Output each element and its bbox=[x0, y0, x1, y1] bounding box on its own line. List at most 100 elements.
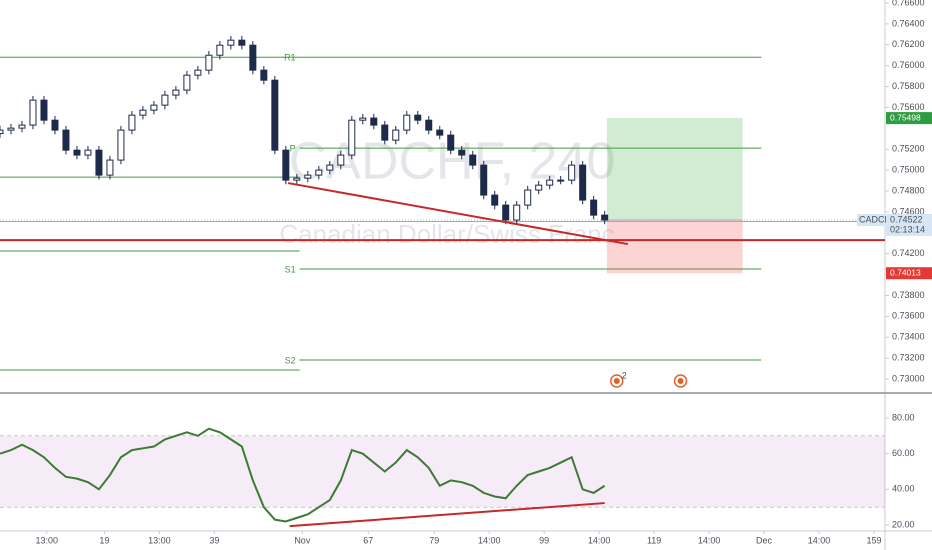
target-tag: 0.75498 bbox=[890, 112, 921, 122]
candle-body bbox=[513, 204, 521, 221]
candle-body bbox=[128, 114, 136, 131]
y-tick-label: 0.73200 bbox=[892, 352, 925, 362]
y-tick-label: 20.00 bbox=[892, 519, 915, 529]
y-tick-label: 0.76600 bbox=[892, 0, 925, 7]
rsi-band bbox=[0, 435, 885, 508]
candle-body bbox=[40, 99, 48, 121]
y-tick-label: 0.73800 bbox=[892, 290, 925, 300]
pivot-label: S1 bbox=[285, 264, 296, 274]
last-price-box bbox=[886, 214, 932, 237]
x-tick-label: 13:00 bbox=[35, 535, 58, 545]
x-tick-label: 14:00 bbox=[698, 535, 721, 545]
candle-body bbox=[51, 119, 59, 131]
x-tick-label: 14:00 bbox=[588, 535, 611, 545]
candle-body bbox=[106, 159, 114, 176]
candle-body bbox=[117, 129, 125, 161]
candle-body bbox=[95, 149, 103, 176]
stop-tag-box bbox=[886, 267, 932, 280]
pivot-label: S2 bbox=[285, 355, 296, 365]
candle-body bbox=[161, 94, 169, 106]
symbol-tag-name: CADCHF bbox=[859, 214, 897, 224]
rsi-trend-line bbox=[289, 502, 605, 528]
candle-body bbox=[590, 199, 598, 216]
candle-body bbox=[271, 79, 279, 151]
event-icon-core bbox=[613, 378, 620, 384]
x-tick-label: Dec bbox=[756, 535, 773, 545]
target-tag-box bbox=[886, 112, 932, 125]
stop-tag: 0.74013 bbox=[890, 267, 921, 277]
candle-body bbox=[392, 129, 400, 141]
y-tick-label: 80.00 bbox=[892, 412, 915, 422]
trend-line bbox=[287, 182, 628, 246]
symbol-tag-box bbox=[857, 214, 885, 227]
y-tick-label: 0.73400 bbox=[892, 332, 925, 342]
candle-body bbox=[293, 177, 301, 181]
candle-body bbox=[249, 44, 257, 71]
candle-body bbox=[579, 164, 587, 201]
candle-body bbox=[414, 114, 422, 121]
candle-body bbox=[304, 174, 312, 179]
candle-body bbox=[337, 154, 345, 166]
y-tick-label: 0.74600 bbox=[892, 206, 925, 216]
candle-body bbox=[447, 134, 455, 151]
candle-body bbox=[524, 189, 532, 206]
x-tick-label: 99 bbox=[539, 535, 549, 545]
candle-body bbox=[7, 127, 15, 131]
candle-body bbox=[62, 129, 70, 151]
y-tick-label: 0.76000 bbox=[892, 60, 925, 70]
y-tick-label: 0.76200 bbox=[892, 39, 925, 49]
candle-body bbox=[370, 117, 378, 126]
candle-body bbox=[29, 99, 37, 126]
x-tick-label: 159 bbox=[866, 535, 881, 545]
profit-zone bbox=[606, 118, 743, 221]
x-tick-label: 13:00 bbox=[148, 535, 171, 545]
x-tick-label: 119 bbox=[647, 535, 661, 545]
y-tick-label: 0.74800 bbox=[892, 185, 925, 195]
candle-body bbox=[0, 129, 4, 135]
candle-body bbox=[425, 119, 433, 131]
y-tick-label: 40.00 bbox=[892, 484, 915, 494]
pivot-label: P bbox=[290, 143, 296, 153]
candle-body bbox=[403, 114, 411, 131]
candle-body bbox=[73, 149, 81, 156]
y-tick-label: 60.00 bbox=[892, 448, 915, 458]
y-tick-label: 0.73600 bbox=[892, 311, 925, 321]
x-tick-label: 79 bbox=[429, 535, 439, 545]
candle-body bbox=[535, 184, 543, 191]
candle-body bbox=[568, 164, 576, 181]
rsi-line bbox=[0, 427, 606, 523]
candle-body bbox=[557, 179, 565, 182]
x-tick-label: 14:00 bbox=[478, 535, 501, 545]
candle-body bbox=[326, 164, 334, 171]
x-tick-label: Nov bbox=[294, 535, 311, 545]
watermark-name: Canadian Dollar/Swiss Franc bbox=[279, 219, 614, 249]
candle-body bbox=[480, 164, 488, 196]
candle-body bbox=[194, 69, 202, 76]
candle-body bbox=[238, 39, 246, 46]
y-tick-label: 0.74200 bbox=[892, 248, 925, 258]
x-tick-label: 19 bbox=[99, 535, 109, 545]
candle-body bbox=[150, 104, 158, 111]
candle-body bbox=[502, 204, 510, 221]
y-tick-label: 0.75000 bbox=[892, 164, 925, 174]
candle-body bbox=[227, 39, 235, 46]
candle-body bbox=[469, 154, 477, 166]
candle-body bbox=[315, 169, 323, 176]
candle-body bbox=[205, 54, 213, 71]
x-tick-label: 67 bbox=[363, 535, 373, 545]
candle-body bbox=[436, 129, 444, 136]
last-price: 0.74522 bbox=[890, 214, 923, 224]
y-tick-label: 0.75600 bbox=[892, 102, 925, 112]
candle-body bbox=[381, 124, 389, 141]
candle-body bbox=[491, 194, 499, 206]
countdown: 02:13:14 bbox=[890, 224, 925, 234]
event-icon-core bbox=[677, 378, 684, 384]
y-tick-label: 0.76400 bbox=[892, 18, 925, 28]
candle-body bbox=[458, 149, 466, 156]
candle-body bbox=[139, 109, 147, 116]
y-tick-label: 0.75800 bbox=[892, 81, 925, 91]
candle-body bbox=[546, 179, 554, 186]
candle-body bbox=[183, 74, 191, 91]
